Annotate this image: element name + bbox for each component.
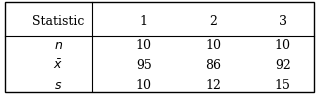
Text: 2: 2 bbox=[209, 15, 217, 28]
Text: 10: 10 bbox=[136, 79, 152, 92]
Text: 10: 10 bbox=[205, 39, 221, 52]
Text: $s$: $s$ bbox=[54, 79, 63, 92]
FancyBboxPatch shape bbox=[4, 2, 315, 92]
Text: 15: 15 bbox=[275, 79, 291, 92]
Text: 12: 12 bbox=[205, 79, 221, 92]
Text: 10: 10 bbox=[136, 39, 152, 52]
Text: 92: 92 bbox=[275, 59, 291, 72]
Text: 1: 1 bbox=[140, 15, 148, 28]
Text: $n$: $n$ bbox=[54, 39, 63, 52]
Text: 10: 10 bbox=[275, 39, 291, 52]
Text: 3: 3 bbox=[279, 15, 287, 28]
Text: Statistic: Statistic bbox=[32, 15, 85, 28]
Text: $\bar{x}$: $\bar{x}$ bbox=[53, 59, 63, 72]
Text: 86: 86 bbox=[205, 59, 221, 72]
Text: 95: 95 bbox=[136, 59, 152, 72]
